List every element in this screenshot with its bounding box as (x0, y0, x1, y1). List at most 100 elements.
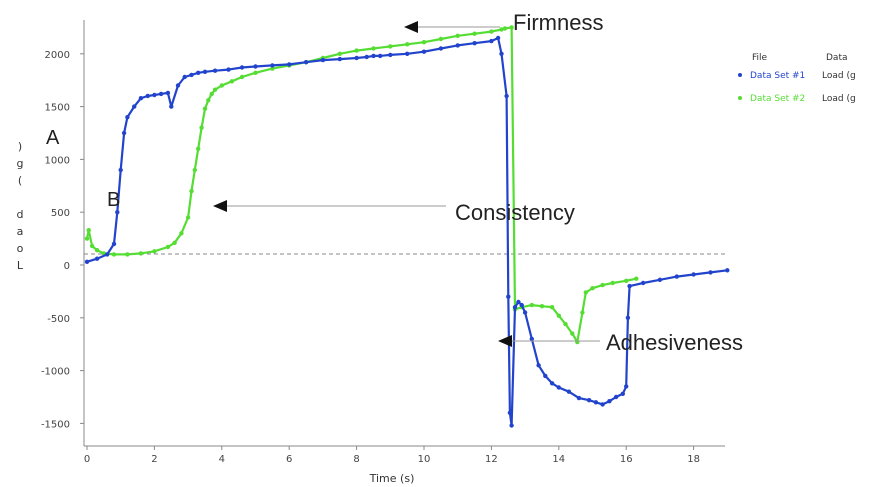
series-2-point (438, 36, 444, 42)
series-2-point (179, 231, 184, 236)
series-1-point (708, 270, 713, 275)
series-1-point (239, 65, 245, 70)
legend-marker-series1 (738, 73, 742, 77)
series-1-point (270, 63, 275, 68)
x-tick-label: 14 (552, 454, 565, 465)
series-1-point (226, 67, 231, 72)
series-2-point (172, 240, 177, 245)
series-2-point (138, 251, 144, 256)
x-tick-label: 18 (687, 454, 700, 465)
x-tick-label: 12 (485, 454, 498, 465)
series-1-point (499, 51, 504, 56)
series-1-point (507, 410, 513, 415)
series-1-point (118, 167, 123, 173)
series-2-point (509, 25, 514, 30)
series-1-point (509, 423, 514, 428)
y-tick-label: 500 (51, 208, 70, 219)
series-1-point (504, 93, 509, 99)
legend: File Data Data Set #1 Load (g Data Set #… (738, 53, 856, 104)
series-1-point (556, 385, 561, 390)
series-1-point (566, 389, 572, 394)
series-2-point (472, 31, 477, 36)
consistency-annotation-label: Consistency (455, 200, 575, 225)
series-1-point (165, 90, 171, 96)
series-2-point (94, 248, 100, 253)
adhesiveness-annotation-arrowhead (498, 335, 512, 347)
series-1-point (519, 302, 524, 308)
series-1-point (600, 402, 605, 407)
series-1-point (212, 68, 218, 73)
series-1-point (115, 210, 120, 215)
series-1-point (152, 92, 157, 98)
series-1-point (438, 46, 444, 51)
series-2-point (549, 305, 555, 310)
series-2-point (583, 290, 588, 295)
series-2-point (499, 27, 504, 32)
series-1-point (196, 70, 201, 76)
series-2-point (209, 91, 214, 97)
series-1-point (132, 104, 137, 109)
series-1-point (388, 52, 393, 58)
x-tick-label: 8 (353, 454, 359, 465)
series-1-point (121, 130, 127, 136)
series-2-point (202, 106, 208, 111)
series-1-point (657, 277, 663, 282)
series-1-point (506, 294, 511, 299)
series-2-point (206, 98, 211, 103)
series-2-point (529, 302, 534, 308)
series-2-point (111, 252, 117, 257)
series-1-point (320, 57, 326, 63)
legend-header-file: File (752, 53, 768, 63)
series-1-point (94, 256, 100, 261)
series-1-point (620, 391, 625, 396)
x-tick-label: 16 (620, 454, 633, 465)
series-2-line (85, 26, 637, 344)
series-2-point (421, 40, 427, 45)
series-2-point (125, 252, 130, 257)
series-1-point (691, 272, 696, 277)
series-2-point (624, 278, 629, 283)
series-1-point (607, 399, 612, 404)
series-1-point (576, 395, 582, 401)
legend-data-series2: Load (g (822, 94, 856, 104)
series-2-point (556, 313, 561, 318)
series-1-point (522, 310, 528, 315)
series-1-point (253, 64, 258, 69)
series-1-point (421, 49, 427, 54)
series-2-point (610, 280, 615, 286)
y-tick-label: 2000 (45, 50, 70, 61)
series-1-point (364, 54, 369, 60)
series-1-point (613, 394, 619, 400)
series-2-point (337, 51, 342, 56)
series-2-point (371, 46, 376, 51)
series-1-point (549, 381, 555, 386)
series-1-point (516, 299, 521, 305)
legend-file-series1: Data Set #1 (750, 71, 805, 81)
point-a-label: A (46, 127, 60, 149)
series-1-point (495, 35, 501, 41)
y-tick-label: 1500 (45, 103, 70, 114)
series-1-point (640, 280, 646, 286)
series-2-point (455, 33, 460, 38)
x-tick-label: 10 (418, 454, 431, 465)
series-2-point (502, 26, 508, 31)
series-1-point (111, 241, 117, 247)
series-2-point (89, 243, 95, 249)
series-2-point (634, 276, 639, 281)
series-2-point (219, 83, 224, 88)
series-2-point (212, 87, 218, 92)
series-2-point (270, 66, 275, 71)
series-2-point (196, 146, 201, 151)
series-1-point (202, 69, 208, 75)
series-1-point (455, 43, 460, 48)
y-tick-label: -500 (47, 314, 70, 325)
series-2-point (563, 321, 568, 327)
series-1-point (145, 93, 150, 99)
series-1-point (529, 336, 534, 342)
x-tick-label: 6 (286, 454, 292, 465)
y-tick-label: 0 (64, 261, 70, 272)
series-1-point (593, 400, 599, 405)
series-1-point (512, 305, 518, 310)
series-1-point (378, 53, 383, 59)
